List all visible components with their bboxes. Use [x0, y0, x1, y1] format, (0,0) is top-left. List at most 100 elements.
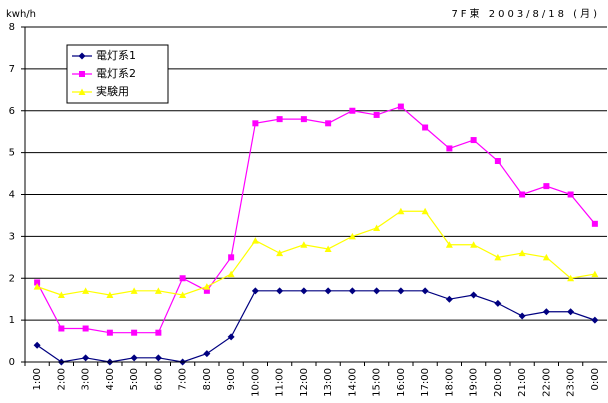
marker	[155, 329, 162, 336]
marker	[470, 137, 477, 144]
marker	[58, 325, 65, 332]
marker	[251, 237, 259, 244]
x-tick-label: 4:00	[105, 368, 116, 390]
marker	[154, 354, 162, 362]
marker	[33, 283, 41, 290]
marker	[494, 158, 501, 164]
x-tick-label: 3:00	[81, 368, 92, 390]
marker	[519, 191, 526, 198]
y-axis-label: kwh/h	[6, 9, 36, 20]
marker	[518, 249, 526, 257]
marker	[179, 291, 187, 298]
x-tick-label: 17:00	[420, 368, 431, 397]
marker	[445, 295, 453, 303]
marker	[78, 52, 86, 60]
marker	[591, 220, 598, 227]
marker	[227, 270, 235, 278]
y-tick-label: 4	[9, 190, 15, 201]
x-tick-label: 12:00	[299, 368, 310, 397]
y-tick-label: 0	[9, 357, 15, 368]
marker	[130, 354, 138, 362]
x-tick-label: 14:00	[347, 368, 358, 397]
marker	[300, 287, 308, 295]
y-tick-label: 6	[9, 106, 15, 117]
series	[33, 287, 599, 366]
marker	[494, 299, 502, 307]
series-line	[36, 210, 595, 296]
marker	[203, 350, 211, 358]
marker	[373, 287, 381, 295]
series-line	[36, 105, 596, 334]
marker	[422, 124, 429, 131]
marker	[446, 145, 453, 152]
marker	[154, 287, 162, 294]
marker	[228, 254, 235, 261]
x-tick-label: 0:00	[590, 368, 601, 390]
x-tick-label: 22:00	[541, 368, 552, 397]
x-tick-label: 20:00	[493, 368, 504, 397]
x-tick-label: 15:00	[372, 368, 383, 397]
x-tick-label: 18:00	[444, 368, 455, 397]
marker	[130, 287, 138, 294]
marker	[252, 120, 259, 127]
marker	[567, 191, 574, 198]
marker	[397, 207, 405, 215]
marker	[203, 283, 211, 290]
x-tick-label: 8:00	[202, 368, 213, 390]
y-tick-label: 5	[9, 148, 15, 159]
marker	[397, 103, 404, 110]
y-tick-label: 1	[9, 315, 15, 326]
marker	[591, 316, 599, 324]
marker	[421, 207, 429, 215]
x-tick-label: 16:00	[396, 368, 407, 397]
marker	[349, 107, 356, 114]
marker	[373, 111, 380, 118]
x-tick-label: 2:00	[56, 368, 67, 390]
marker	[542, 253, 550, 261]
x-tick-label: 5:00	[129, 368, 140, 390]
y-tick-label: 2	[9, 273, 15, 284]
marker	[276, 116, 283, 123]
marker	[82, 354, 90, 362]
marker	[79, 71, 85, 77]
marker	[567, 308, 575, 316]
marker	[348, 287, 356, 295]
x-tick-label: 11:00	[275, 368, 286, 397]
marker	[57, 291, 65, 298]
marker	[106, 291, 114, 298]
legend-label: 実験用	[96, 84, 129, 98]
marker	[325, 120, 332, 127]
marker	[470, 241, 478, 248]
x-tick-label: 13:00	[323, 368, 334, 397]
marker	[373, 224, 381, 231]
marker	[34, 279, 41, 286]
chart-title: 7F東 2003/8/18 (月)	[451, 7, 600, 20]
marker	[276, 287, 284, 295]
marker	[300, 241, 308, 248]
marker	[276, 249, 284, 257]
x-tick-label: 19:00	[469, 368, 480, 397]
marker	[470, 291, 478, 299]
legend-label: 電灯系1	[96, 49, 136, 62]
series	[33, 207, 599, 298]
marker	[518, 312, 526, 320]
marker	[543, 183, 550, 190]
marker	[324, 287, 332, 295]
marker	[82, 287, 90, 294]
x-tick-label: 21:00	[517, 368, 528, 397]
legend-label: 電灯系2	[96, 67, 136, 80]
series	[34, 103, 598, 336]
marker	[324, 245, 332, 252]
marker	[82, 325, 89, 332]
x-tick-label: 1:00	[32, 368, 43, 390]
marker	[421, 287, 429, 295]
marker	[106, 329, 113, 336]
y-tick-label: 3	[9, 231, 15, 242]
marker	[348, 232, 356, 240]
y-tick-label: 7	[9, 64, 15, 75]
marker	[300, 116, 307, 123]
marker	[203, 287, 210, 294]
marker	[567, 274, 575, 282]
marker	[78, 88, 86, 95]
marker	[33, 341, 41, 349]
